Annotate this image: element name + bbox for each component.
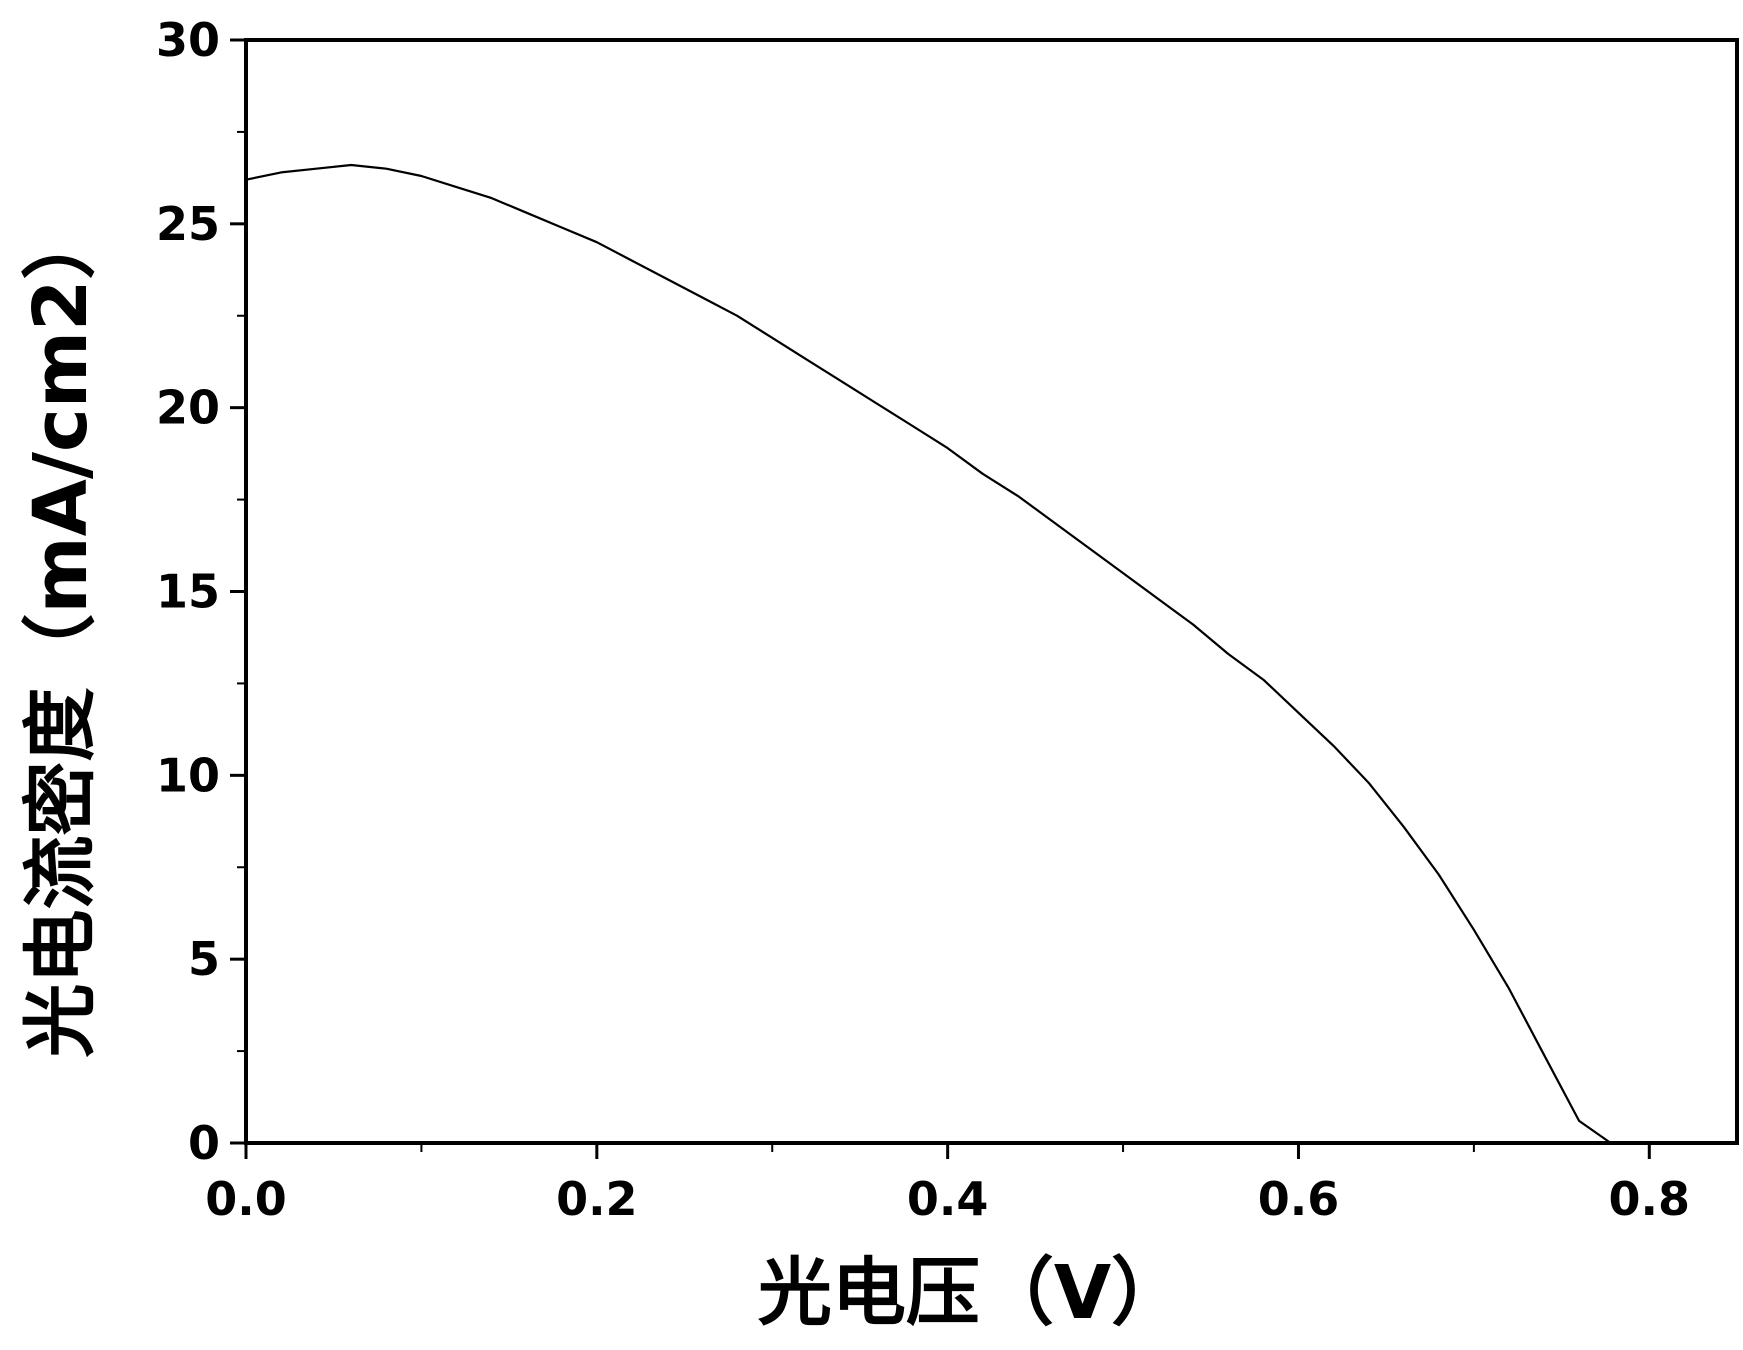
plot-frame <box>244 38 1739 1145</box>
tick-labels-layer: 0.0 0.2 0.4 0.6 0.8 0 5 10 15 20 25 30 <box>156 13 1690 1226</box>
x-tick-label: 0.6 <box>1258 1172 1340 1226</box>
y-tick-label: 0 <box>188 1116 220 1170</box>
ticks-layer <box>230 38 1651 1159</box>
y-tick-label: 10 <box>156 748 220 802</box>
y-axis-title: 光电流密度（mA/cm2） <box>18 206 104 1058</box>
x-tick-label: 0.2 <box>556 1172 638 1226</box>
y-tick-label: 25 <box>156 197 220 251</box>
x-tick-label: 0.0 <box>205 1172 287 1226</box>
x-axis-title: 光电压（V） <box>758 1250 1185 1336</box>
x-tick-label: 0.8 <box>1609 1172 1691 1226</box>
series-line <box>245 163 1612 1144</box>
x-tick-label: 0.4 <box>907 1172 989 1226</box>
y-tick-label: 15 <box>156 565 220 619</box>
y-tick-label: 5 <box>188 932 220 986</box>
y-tick-label: 20 <box>156 381 220 435</box>
y-tick-label: 30 <box>156 13 220 67</box>
